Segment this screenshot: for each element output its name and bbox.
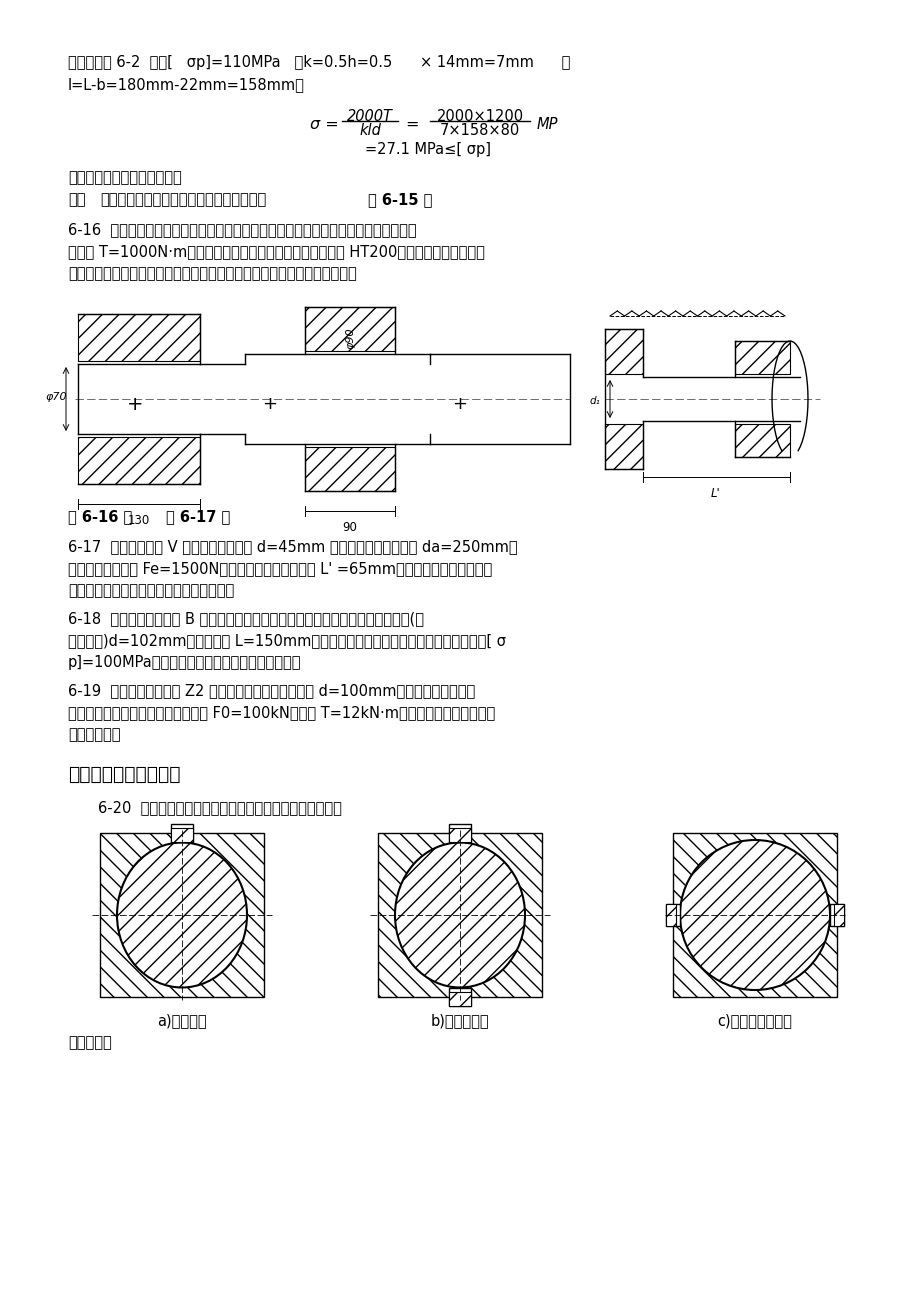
Text: 键的大径)d=102mm，轮毂宽度 L=150mm，轴和轮毂的材料均为碳钢，取许用挤压应力[ σ: 键的大径)d=102mm，轮毂宽度 L=150mm，轴和轮毂的材料均为碳钢，取许… — [68, 633, 505, 648]
Text: 工作时的有效拉力 Fe=1500N，有轻微振动，轮毂宽度 L' =65mm。设采用钩头楔键联接，: 工作时的有效拉力 Fe=1500N，有轻微振动，轮毂宽度 L' =65mm。设采… — [68, 561, 492, 575]
Text: 试选择该楔键的尺寸，并校核联接的强度。: 试选择该楔键的尺寸，并校核联接的强度。 — [68, 583, 234, 598]
Text: a)平键联接: a)平键联接 — [157, 1013, 207, 1029]
Text: 切向键联接: 切向键联接 — [68, 1035, 111, 1049]
Text: +: + — [262, 395, 278, 413]
Text: b)双楔键联接: b)双楔键联接 — [430, 1013, 489, 1029]
Bar — [605, 424, 642, 469]
Text: 联接处轴及轮毂尺寸如图示。试选择键的类型和尺寸，并校核联接的强度。: 联接处轴及轮毂尺寸如图示。试选择键的类型和尺寸，并校核联接的强度。 — [68, 266, 357, 281]
Bar — [171, 828, 193, 842]
Bar — [305, 307, 394, 352]
Text: 查主教材表 6-2  ，取[   σp]=110MPa   。k=0.5h=0.5      × 14mm=7mm      ，: 查主教材表 6-2 ，取[ σp]=110MPa 。k=0.5h=0.5 × 1… — [68, 55, 570, 70]
Bar — [665, 904, 679, 926]
Text: 6-18  轴与轮毂分别采用 B 型普通平键联接和中系列矩形花键联接。已知轴的直径(花: 6-18 轴与轮毂分别采用 B 型普通平键联接和中系列矩形花键联接。已知轴的直径… — [68, 611, 424, 626]
Bar — [665, 904, 675, 926]
Text: 130: 130 — [128, 514, 150, 527]
Bar — [448, 988, 471, 1006]
Text: 6-20  试指出下列图中的错误结构，并画出正确的结构图。: 6-20 试指出下列图中的错误结构，并画出正确的结构图。 — [98, 799, 342, 815]
Text: 接是否可靠。: 接是否可靠。 — [68, 727, 120, 742]
Text: φ90: φ90 — [345, 327, 355, 349]
Text: c)传递双向转矩的: c)传递双向转矩的 — [717, 1013, 791, 1029]
Text: 故此键联接能满足强度要求。: 故此键联接能满足强度要求。 — [68, 171, 182, 185]
Bar — [734, 424, 789, 457]
Text: MP: MP — [537, 117, 558, 132]
Bar — [605, 329, 642, 374]
Text: 2000T: 2000T — [346, 109, 392, 124]
Text: =27.1 MPa≤[ σp]: =27.1 MPa≤[ σp] — [365, 142, 491, 158]
Text: 6-19  轴与轮毂采用两个 Z2 型胀套串联联接，轴的直径 d=100mm，轴和轮毂的材料均: 6-19 轴与轮毂采用两个 Z2 型胀套串联联接，轴的直径 d=100mm，轴和… — [68, 684, 475, 698]
Text: L': L' — [710, 487, 720, 500]
Bar — [78, 314, 199, 361]
Bar — [673, 833, 836, 997]
Bar — [100, 833, 264, 997]
Bar — [834, 904, 843, 926]
Text: 注：: 注： — [68, 191, 85, 207]
Text: σ =: σ = — [310, 117, 338, 132]
Circle shape — [679, 840, 829, 990]
Text: 90: 90 — [342, 521, 357, 534]
Text: 为碳钢。该轴毂联接同时承受轴向力 F0=100kN，转矩 T=12kN·m，载荷平稳。试验算此联: 为碳钢。该轴毂联接同时承受轴向力 F0=100kN，转矩 T=12kN·m，载荷… — [68, 704, 494, 720]
Text: 题 6-15 图: 题 6-15 图 — [368, 191, 432, 207]
Text: 7×158×80: 7×158×80 — [439, 122, 519, 138]
Bar — [78, 437, 199, 484]
Ellipse shape — [117, 842, 246, 987]
Text: 题 6-17 图: 题 6-17 图 — [165, 509, 230, 523]
Text: p]=100MPa，试计算两种联接各允许传递的转矩。: p]=100MPa，试计算两种联接各允许传递的转矩。 — [68, 655, 301, 671]
Text: kld: kld — [358, 122, 380, 138]
Text: +: + — [452, 395, 467, 413]
Text: 四、结构设计与分析题: 四、结构设计与分析题 — [68, 766, 180, 784]
Bar — [305, 447, 394, 491]
Bar — [829, 904, 843, 926]
Text: 的转矩 T=1000N·m，齿轮的材料为锻钢，凸缘联轴器材料为 HT200，工作时有轻微冲击，: 的转矩 T=1000N·m，齿轮的材料为锻钢，凸缘联轴器材料为 HT200，工作… — [68, 243, 484, 259]
Bar — [734, 341, 789, 374]
Text: l=L-b=180mm-22mm=158mm。: l=L-b=180mm-22mm=158mm。 — [68, 77, 304, 92]
Bar — [448, 828, 471, 842]
Text: =: = — [404, 117, 418, 132]
Bar — [378, 833, 541, 997]
Text: d₁: d₁ — [588, 396, 599, 406]
Text: 解中有两处错误，请指出错处并说明原因。: 解中有两处错误，请指出错处并说明原因。 — [100, 191, 266, 207]
Ellipse shape — [394, 842, 525, 987]
Text: 6-16  图示减速器的低速轴与凸缘联轴器及圆柱齿轮之间分别采用键联接。已知轴传递: 6-16 图示减速器的低速轴与凸缘联轴器及圆柱齿轮之间分别采用键联接。已知轴传递 — [68, 223, 416, 237]
Bar — [448, 824, 471, 842]
Text: φ70: φ70 — [45, 392, 67, 402]
Text: 题 6-16 图: 题 6-16 图 — [68, 509, 132, 523]
Text: +: + — [127, 395, 143, 414]
Text: 6-17  图示的灰铸铁 V 带轮，安装在直径 d=45mm 的轴端，带轮基准直径 da=250mm，: 6-17 图示的灰铸铁 V 带轮，安装在直径 d=45mm 的轴端，带轮基准直径… — [68, 539, 517, 553]
Bar — [171, 824, 193, 842]
Bar — [448, 992, 471, 1006]
Text: 2000×1200: 2000×1200 — [436, 109, 523, 124]
